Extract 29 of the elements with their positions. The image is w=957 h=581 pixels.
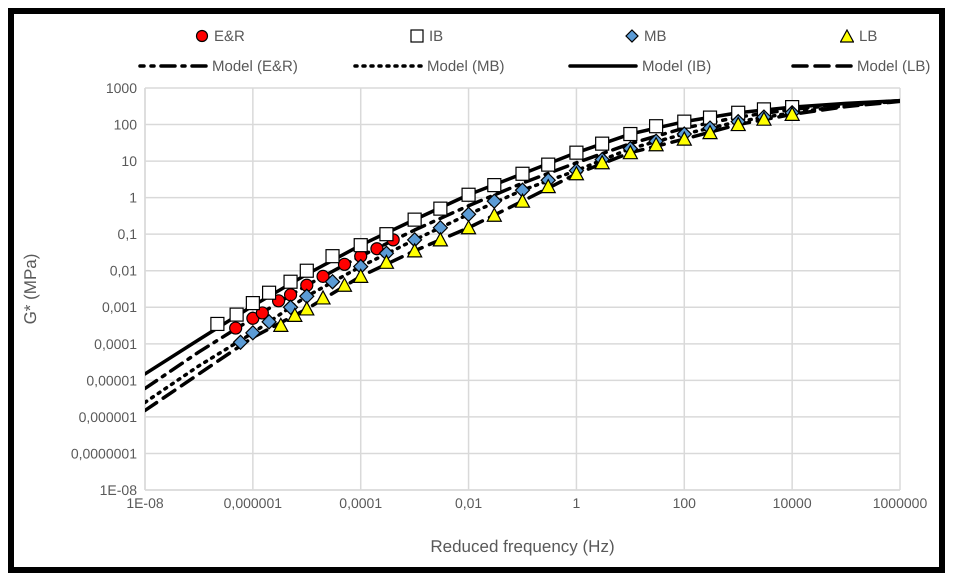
- y-tick-label: 10: [121, 153, 138, 170]
- x-tick-label: 0,000001: [224, 494, 282, 511]
- y-tick-label: 1E-08: [100, 482, 138, 498]
- y-tick-label: 0,00001: [86, 372, 138, 388]
- y-tick-label: 1000: [106, 80, 138, 96]
- y-tick-label: 0,0001: [94, 336, 138, 352]
- legend-label: MB: [644, 28, 666, 44]
- x-tick-label: 100: [672, 494, 696, 511]
- legend-label: Model (LB): [857, 58, 930, 74]
- y-tick-label: 100: [114, 116, 138, 133]
- x-axis-title: Reduced frequency (Hz): [430, 537, 615, 556]
- y-tick-label: 0,000001: [78, 408, 138, 425]
- legend-label: E&R: [214, 28, 245, 44]
- y-tick-label: 0,1: [118, 226, 138, 242]
- legend-label: LB: [859, 28, 878, 44]
- y-tick-label: 0,01: [110, 262, 138, 279]
- y-tick-label: 0,001: [102, 299, 138, 316]
- x-tick-label: 10000: [772, 494, 812, 511]
- legend-label: Model (MB): [427, 58, 505, 74]
- legend-label: IB: [429, 28, 444, 44]
- y-tick-label: 1: [129, 190, 138, 206]
- y-axis-title: G* (MPa): [21, 254, 40, 324]
- x-tick-label: 0,0001: [339, 494, 382, 511]
- y-tick-label: 0,0000001: [70, 445, 138, 462]
- x-tick-label: 0,01: [454, 494, 482, 511]
- legend-label: Model (E&R): [212, 58, 298, 74]
- x-tick-label: 1000000: [872, 494, 928, 511]
- x-tick-label: 1: [572, 494, 581, 511]
- legend-label: Model (IB): [642, 58, 712, 74]
